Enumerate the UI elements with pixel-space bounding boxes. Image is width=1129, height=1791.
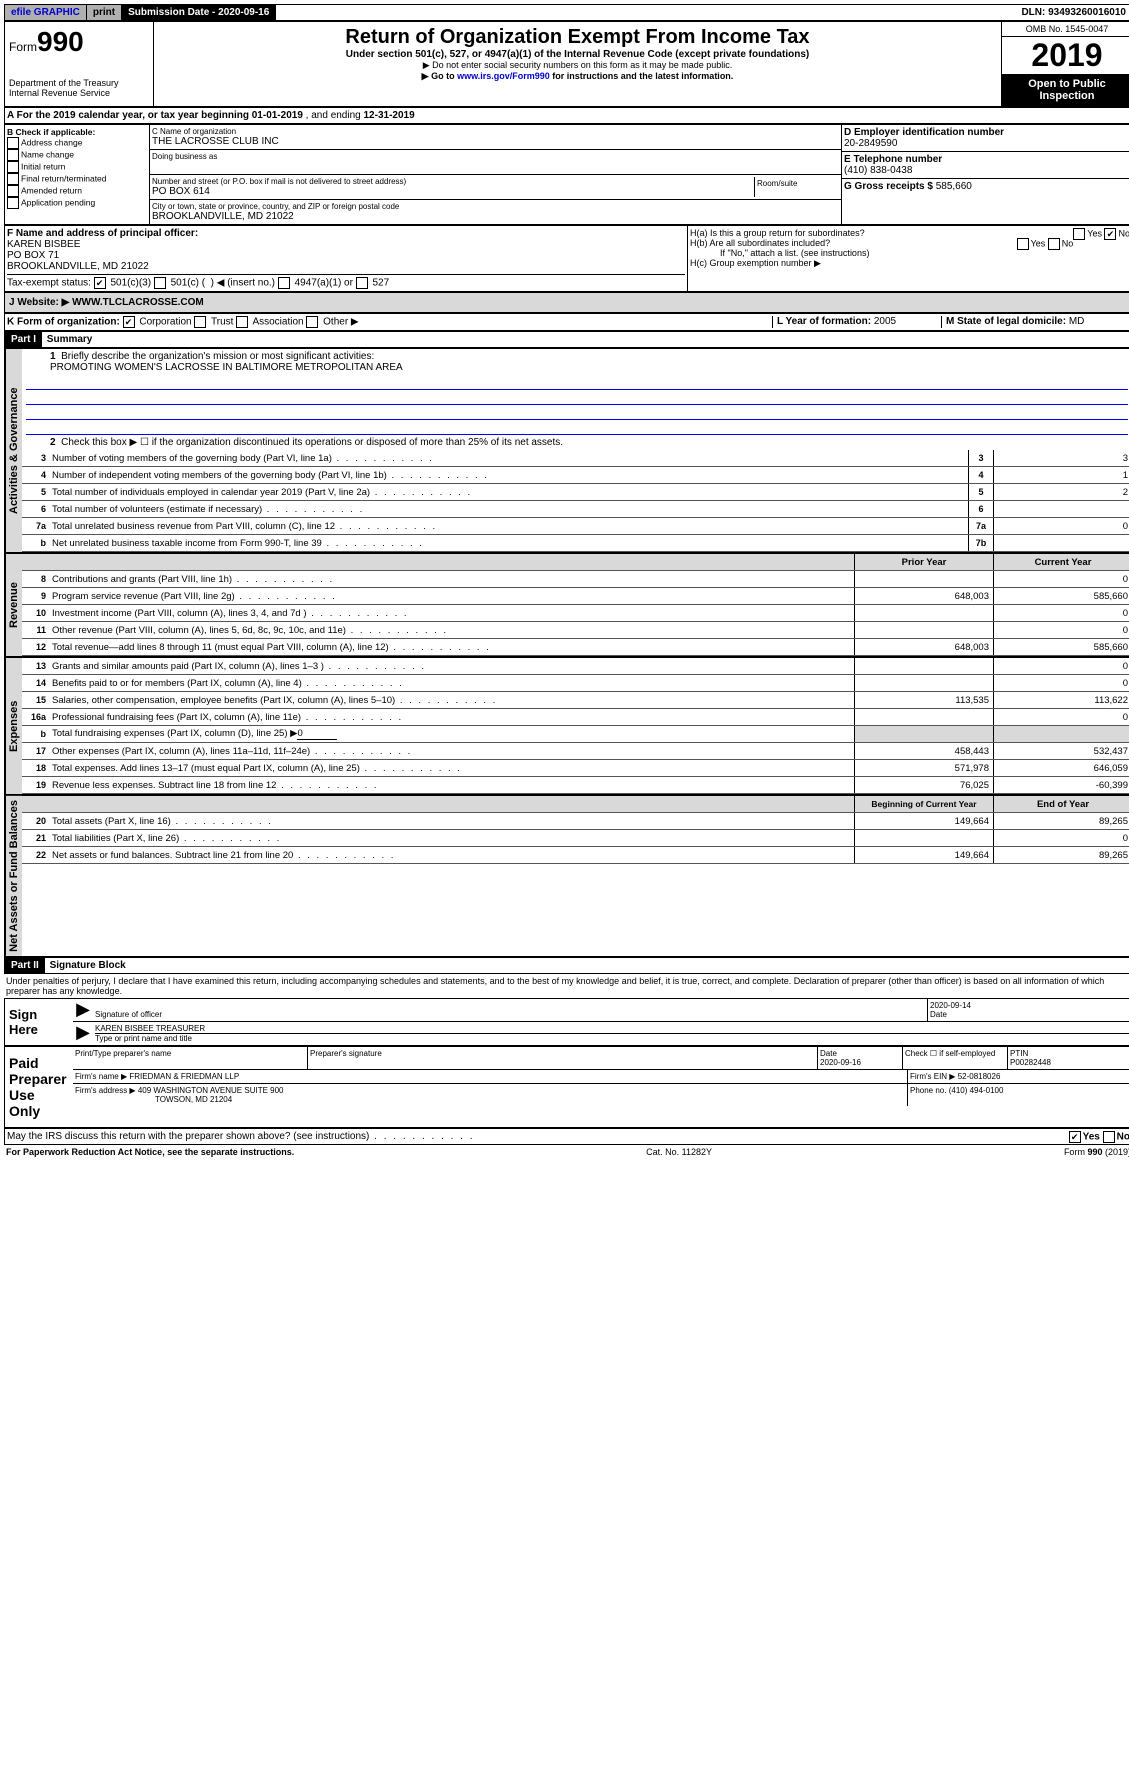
discuss-row: May the IRS discuss this return with the… [4, 1128, 1129, 1145]
gross-receipts: 585,660 [936, 181, 972, 192]
part-2: Part II Signature Block Under penalties … [4, 957, 1129, 1145]
section-c: C Name of organizationTHE LACROSSE CLUB … [150, 125, 841, 224]
16b-val: 0 [297, 728, 337, 740]
efile-anchor[interactable]: efile GRAPHIC [11, 7, 80, 18]
hb-yes[interactable] [1017, 238, 1029, 250]
officer-name: KAREN BISBEE TREASURER [95, 1024, 1129, 1034]
mission-text: PROMOTING WOMEN'S LACROSSE IN BALTIMORE … [50, 362, 403, 373]
k-other[interactable] [306, 316, 318, 328]
print-button[interactable]: print [87, 5, 122, 20]
checkbox-527[interactable] [356, 277, 368, 289]
irs-link[interactable]: www.irs.gov/Form990 [457, 71, 550, 81]
org-address: PO BOX 614 [152, 186, 754, 197]
discuss-no[interactable] [1103, 1131, 1115, 1143]
label-expenses: Expenses [5, 658, 22, 794]
checkbox-501c[interactable] [154, 277, 166, 289]
section-b-label: B Check if applicable: [7, 127, 95, 137]
label-revenue: Revenue [5, 554, 22, 656]
block-b-c-d: B Check if applicable: Address change Na… [4, 124, 1129, 225]
paid-preparer-label: Paid Preparer Use Only [5, 1047, 73, 1127]
dln: DLN: 93493260016010 [1015, 5, 1129, 20]
sign-here-block: Sign Here ▶ Signature of officer2020-09-… [4, 998, 1129, 1046]
tax-status-label: Tax-exempt status: [7, 278, 91, 289]
section-j: J Website: ▶ WWW.TLCLACROSSE.COM [4, 292, 1129, 313]
omb-number: OMB No. 1545-0047 [1002, 22, 1129, 37]
checkbox-initial[interactable] [7, 161, 19, 173]
k-corp[interactable] [123, 316, 135, 328]
label-netassets: Net Assets or Fund Balances [5, 796, 22, 956]
top-bar: efile GRAPHIC print Submission Date - 20… [4, 4, 1129, 21]
firm-name: FRIEDMAN & FRIEDMAN LLP [129, 1072, 239, 1081]
discuss-yes[interactable] [1069, 1131, 1081, 1143]
section-k-l-m: K Form of organization: Corporation Trus… [4, 313, 1129, 331]
form-header: Form990 Department of the Treasury Inter… [4, 21, 1129, 107]
subtitle: Under section 501(c), 527, or 4947(a)(1)… [158, 49, 997, 60]
section-d-e-g: D Employer identification number20-28495… [841, 125, 1129, 224]
part2-header: Part II [5, 958, 45, 973]
phone: (410) 838-0438 [844, 165, 912, 176]
hb-no[interactable] [1048, 238, 1060, 250]
firm-phone: (410) 494-0100 [949, 1086, 1004, 1095]
page-footer: For Paperwork Reduction Act Notice, see … [4, 1145, 1129, 1159]
tax-year: 2019 [1002, 37, 1129, 74]
ptin: P00282448 [1010, 1058, 1129, 1067]
org-city: BROOKLANDVILLE, MD 21022 [152, 211, 839, 222]
checkbox-amended[interactable] [7, 185, 19, 197]
note-goto: ▶ Go to www.irs.gov/Form990 for instruct… [158, 71, 997, 82]
ha-yes[interactable] [1073, 228, 1085, 240]
declaration: Under penalties of perjury, I declare th… [4, 974, 1129, 998]
sign-here-label: Sign Here [5, 999, 73, 1045]
part1-header: Part I [5, 332, 42, 347]
paid-preparer-block: Paid Preparer Use Only Print/Type prepar… [4, 1046, 1129, 1128]
checkbox-final[interactable] [7, 173, 19, 185]
org-name: THE LACROSSE CLUB INC [152, 136, 839, 147]
row-f-h: F Name and address of principal officer:… [4, 225, 1129, 292]
checkbox-4947[interactable] [278, 277, 290, 289]
main-title: Return of Organization Exempt From Incom… [158, 26, 997, 49]
checkbox-pending[interactable] [7, 197, 19, 209]
submission-date: Submission Date - 2020-09-16 [122, 5, 276, 20]
year-formation: 2005 [874, 316, 896, 327]
checkbox-name[interactable] [7, 149, 19, 161]
label-governance: Activities & Governance [5, 349, 22, 552]
k-trust[interactable] [194, 316, 206, 328]
efile-link[interactable]: efile GRAPHIC [5, 5, 87, 20]
section-h: H(a) Is this a group return for subordin… [688, 226, 1129, 291]
website: WWW.TLCLACROSSE.COM [72, 297, 204, 308]
ha-no[interactable] [1104, 228, 1116, 240]
state-domicile: MD [1069, 316, 1085, 327]
ein: 20-2849590 [844, 138, 897, 149]
note-ssn: ▶ Do not enter social security numbers o… [158, 60, 997, 71]
section-f: F Name and address of principal officer:… [5, 226, 688, 291]
checkbox-address[interactable] [7, 137, 19, 149]
section-b: B Check if applicable: Address change Na… [5, 125, 150, 224]
firm-ein: 52-0818026 [958, 1072, 1001, 1081]
checkbox-501c3[interactable] [94, 277, 106, 289]
public-inspection: Open to Public Inspection [1002, 74, 1129, 106]
part-1: Part I Summary Activities & Governance 1… [4, 331, 1129, 957]
dept-treasury: Department of the Treasury Internal Reve… [9, 78, 149, 98]
form-number: Form990 [9, 26, 149, 58]
section-a: A For the 2019 calendar year, or tax yea… [4, 107, 1129, 124]
k-assoc[interactable] [236, 316, 248, 328]
